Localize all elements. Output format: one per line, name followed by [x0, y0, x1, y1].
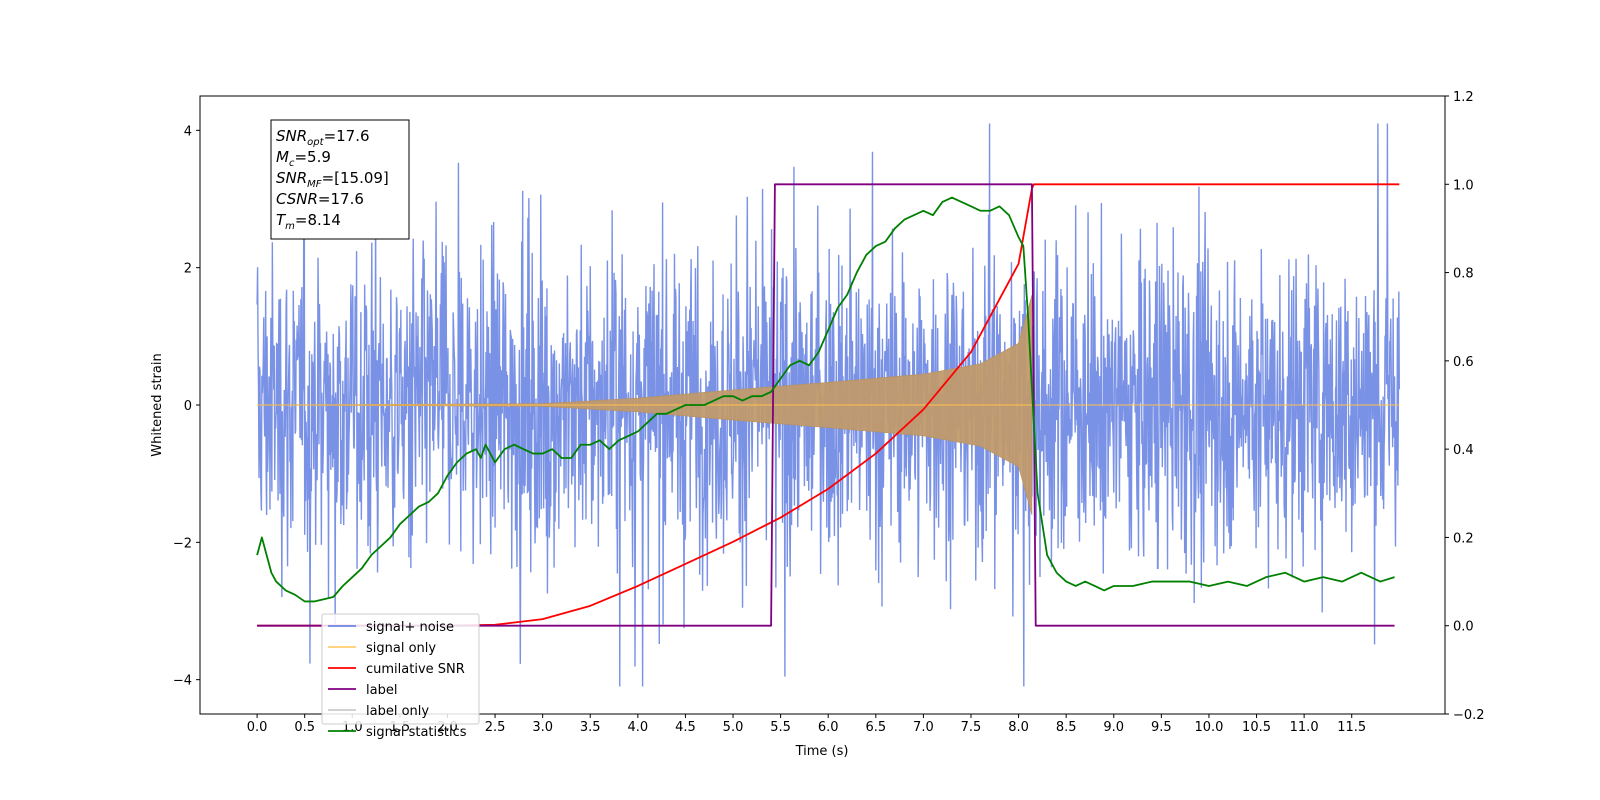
x-tick-label: 9.0	[1103, 720, 1124, 735]
y-right-tick-label: 1.0	[1453, 178, 1474, 193]
y-axis-left-label: Whitened strain	[150, 353, 165, 456]
legend-entry: signal statistics	[366, 725, 467, 740]
x-tick-label: 6.5	[865, 720, 886, 735]
x-tick-label: 5.5	[770, 720, 791, 735]
annotation-line: SNRMF=[15.09]	[276, 169, 389, 190]
series-label	[257, 183, 1395, 627]
legend: signal+ noise signal only cumilative SNR la…	[321, 613, 480, 740]
annotation-line: CSNR=17.6	[276, 190, 364, 208]
y-left-tick-label: 4	[184, 124, 192, 139]
plot-area	[256, 123, 1401, 687]
x-tick-label: 5.0	[723, 720, 744, 735]
x-tick-label: 0.5	[294, 720, 315, 735]
annotation-frame	[270, 119, 410, 240]
y-right-tick-label: 0.8	[1453, 267, 1474, 282]
y-right-tick-label: −0.2	[1453, 708, 1485, 723]
annotation-line: Mc=5.9	[276, 148, 331, 169]
x-axis-label: Time (s)	[795, 744, 849, 759]
x-tick-label: 6.0	[818, 720, 839, 735]
legend-frame	[321, 613, 480, 725]
legend-entry: label	[366, 683, 397, 698]
x-tick-label: 2.5	[485, 720, 506, 735]
y-left-tick-label: −2	[173, 536, 192, 551]
y-axis-right-ticks: −0.2 0.0 0.2 0.4 0.6 0.8 1.0 1.2	[1445, 90, 1485, 723]
x-tick-label: 10.0	[1194, 720, 1223, 735]
x-tick-label: 7.5	[961, 720, 982, 735]
y-left-tick-label: 0	[184, 399, 192, 414]
x-tick-label: 4.0	[628, 720, 649, 735]
x-tick-label: 11.0	[1290, 720, 1319, 735]
legend-entry: label only	[366, 704, 429, 719]
x-tick-label: 4.5	[675, 720, 696, 735]
x-tick-label: 11.5	[1337, 720, 1366, 735]
y-axis-left-ticks: −4 −2 0 2 4	[173, 124, 200, 689]
y-right-tick-label: 0.6	[1453, 355, 1474, 370]
annotation-line: SNRopt=17.6	[276, 127, 370, 148]
series-cumilative-snr	[257, 183, 1400, 627]
y-right-tick-label: 1.2	[1453, 90, 1474, 105]
series-signal-statistics	[256, 196, 1395, 603]
y-left-tick-label: 2	[184, 262, 192, 277]
x-tick-label: 3.0	[532, 720, 553, 735]
legend-entry: cumilative SNR	[366, 662, 465, 677]
legend-entry: signal only	[366, 641, 436, 656]
x-tick-label: 3.5	[580, 720, 601, 735]
x-tick-label: 8.0	[1008, 720, 1029, 735]
y-left-tick-label: −4	[173, 674, 192, 689]
x-tick-label: 9.5	[1151, 720, 1172, 735]
y-right-tick-label: 0.0	[1453, 620, 1474, 635]
annotation-line: Tm=8.14	[276, 211, 341, 232]
legend-entry: signal+ noise	[366, 620, 454, 635]
x-tick-label: 8.5	[1056, 720, 1077, 735]
y-right-tick-label: 0.4	[1453, 443, 1474, 458]
x-tick-label: 7.0	[913, 720, 934, 735]
x-tick-label: 0.0	[247, 720, 268, 735]
y-right-tick-label: 0.2	[1453, 531, 1474, 546]
x-tick-label: 10.5	[1242, 720, 1271, 735]
